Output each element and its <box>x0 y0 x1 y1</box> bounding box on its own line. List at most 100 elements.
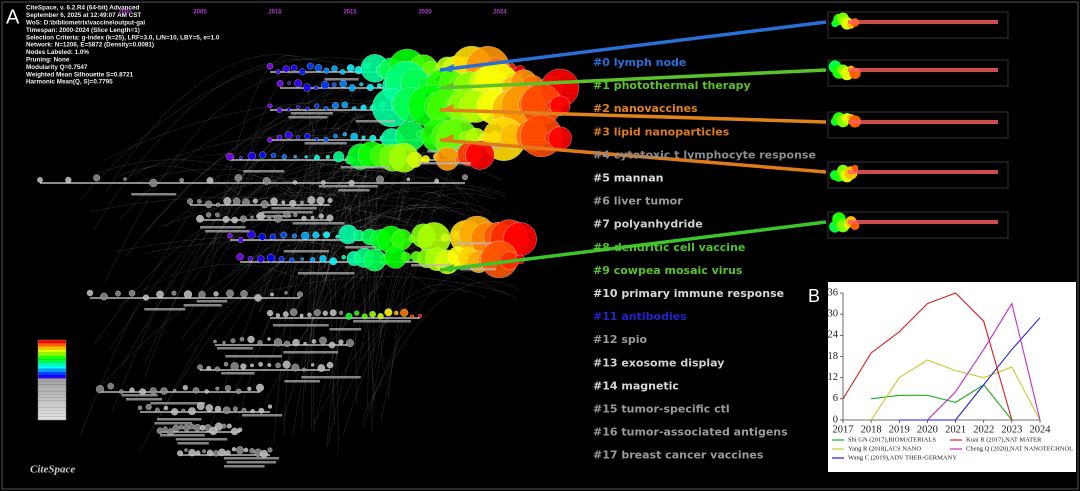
node-label <box>224 465 265 468</box>
color-scale <box>38 359 66 363</box>
node <box>339 310 344 315</box>
color-scale <box>38 413 66 417</box>
node <box>327 198 333 203</box>
color-scale <box>38 404 66 408</box>
node <box>291 64 298 72</box>
node <box>202 449 206 454</box>
node <box>462 174 468 181</box>
node <box>275 69 281 75</box>
node <box>289 199 297 207</box>
node <box>376 175 384 184</box>
node <box>257 340 263 346</box>
series-line <box>871 383 1013 421</box>
edge <box>286 175 410 201</box>
node <box>258 407 265 414</box>
edge <box>363 200 378 328</box>
node <box>195 450 201 456</box>
node <box>227 233 233 239</box>
color-scale <box>38 416 66 420</box>
node <box>280 231 288 239</box>
node <box>366 83 374 91</box>
node-label <box>301 376 361 379</box>
node <box>339 69 346 75</box>
node <box>247 386 252 391</box>
node <box>178 424 184 430</box>
node <box>394 310 399 316</box>
node-label <box>131 193 177 196</box>
edge <box>144 111 365 377</box>
node <box>243 447 249 453</box>
x-tick-label: 2021 <box>945 424 966 435</box>
node <box>192 387 200 394</box>
node-label <box>290 112 333 115</box>
arrow <box>439 108 827 124</box>
node <box>346 64 355 72</box>
node <box>339 80 347 88</box>
node-label <box>226 461 277 464</box>
node <box>303 341 307 346</box>
node <box>259 151 267 159</box>
node-label <box>121 394 158 397</box>
header-line: Nodes Labeled: 1.0% <box>26 49 89 56</box>
node <box>282 360 291 369</box>
color-scale <box>38 397 66 401</box>
node <box>434 178 439 184</box>
node <box>320 180 326 185</box>
x-tick-label: 2023 <box>1001 424 1022 435</box>
cluster-label: #0 lymph node <box>593 56 686 69</box>
node <box>292 338 300 347</box>
node <box>267 337 271 341</box>
node <box>212 450 220 457</box>
node-label <box>157 418 202 421</box>
node-label <box>283 351 338 354</box>
thumbnail-text <box>848 68 998 72</box>
y-tick-label: 12 <box>828 372 839 383</box>
node <box>267 363 272 367</box>
node-label <box>460 268 497 271</box>
node <box>276 80 284 87</box>
y-tick-label: 24 <box>828 330 839 341</box>
node-label <box>271 207 317 210</box>
edge <box>93 58 344 230</box>
year-label: 2020 <box>418 10 432 16</box>
node <box>282 65 290 73</box>
edge <box>191 169 410 283</box>
color-scale <box>38 372 66 376</box>
node-label <box>225 355 282 358</box>
node-label <box>144 308 186 311</box>
node <box>171 290 177 296</box>
node <box>204 389 209 394</box>
node <box>292 180 298 185</box>
thumbnail-text <box>848 120 998 124</box>
header-line: Timespan: 2000-2024 (Slice Length=1) <box>26 27 140 34</box>
node <box>276 107 283 113</box>
edge <box>356 190 487 219</box>
node-label <box>288 116 328 119</box>
node-label <box>292 222 345 225</box>
cluster-label: #1 photothermal therapy <box>593 79 751 92</box>
node <box>237 427 243 433</box>
node-label <box>177 442 209 445</box>
node <box>313 309 321 317</box>
node-label <box>272 324 329 327</box>
node <box>160 387 168 395</box>
color-scale <box>38 394 66 398</box>
node <box>548 126 572 151</box>
edge <box>186 206 493 351</box>
color-scale <box>38 407 66 411</box>
y-tick-label: 0 <box>833 414 838 425</box>
node <box>346 339 354 347</box>
color-scale <box>38 378 66 382</box>
y-tick-label: 6 <box>833 393 838 404</box>
node <box>139 388 147 396</box>
node <box>341 101 349 109</box>
node <box>270 197 278 206</box>
node <box>154 407 160 413</box>
node <box>198 290 206 299</box>
color-scale <box>38 384 66 388</box>
node <box>237 237 244 243</box>
node <box>242 198 250 207</box>
node-label <box>418 162 472 165</box>
node <box>266 310 274 317</box>
